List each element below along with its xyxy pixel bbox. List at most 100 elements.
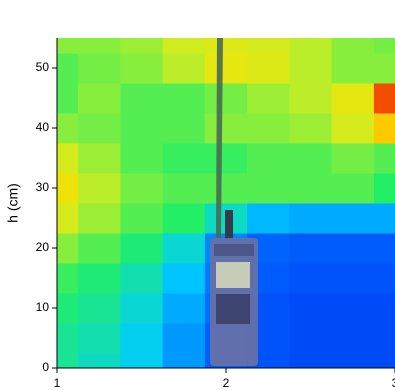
contour-cell (204, 38, 248, 54)
contour-cell (373, 353, 395, 368)
contour-cell (120, 263, 164, 294)
contour-cell (57, 233, 79, 264)
contour-cell (78, 53, 121, 84)
contour-cell (373, 293, 395, 324)
contour-cell (331, 233, 375, 264)
y-tick-label: 50 (36, 60, 50, 74)
contour-cell (289, 173, 333, 204)
contour-cell (120, 173, 164, 204)
contour-cell (204, 113, 248, 144)
contour-cell (57, 323, 79, 354)
contour-cell (120, 293, 164, 324)
y-tick-label: 30 (36, 180, 50, 194)
contour-cell (373, 83, 395, 114)
contour-cell (162, 293, 206, 324)
contour-cell (331, 143, 375, 174)
contour-cell (78, 233, 121, 264)
contour-cell (289, 353, 333, 368)
contour-cell (57, 38, 79, 54)
contour-cell (162, 143, 206, 174)
contour-cell (162, 323, 206, 354)
contour-cell (289, 263, 333, 294)
contour-cell (162, 233, 206, 264)
contour-cell (247, 203, 290, 234)
contour-cell (247, 38, 290, 54)
contour-cell (373, 203, 395, 234)
contour-cell (289, 53, 333, 84)
contour-cell (331, 263, 375, 294)
contour-cell (373, 263, 395, 294)
contour-cell (57, 203, 79, 234)
contour-cell (373, 323, 395, 354)
contour-cell (78, 38, 121, 54)
contour-cell (331, 83, 375, 114)
y-tick-label: 20 (36, 240, 50, 254)
contour-cell (78, 83, 121, 114)
contour-cell (204, 173, 248, 204)
y-tick-label: 40 (36, 120, 50, 134)
contour-cell (57, 53, 79, 84)
contour-cell (78, 263, 121, 294)
contour-cell (331, 293, 375, 324)
contour-cell (373, 233, 395, 264)
contour-cell (331, 113, 375, 144)
contour-cell (373, 173, 395, 204)
x-tick-label: 1 (54, 376, 61, 390)
contour-cell (78, 353, 121, 368)
contour-cell (289, 38, 333, 54)
y-tick-label: 10 (36, 300, 50, 314)
radio (210, 38, 258, 366)
contour-cell (331, 173, 375, 204)
contour-cell (247, 83, 290, 114)
contour-cell (289, 233, 333, 264)
contour-cell (247, 53, 290, 84)
contour-cell (289, 143, 333, 174)
contour-field (57, 38, 395, 368)
contour-cell (289, 203, 333, 234)
contour-cell (162, 263, 206, 294)
contour-cell (78, 293, 121, 324)
x-tick-label: 3 (392, 376, 395, 390)
contour-cell (78, 323, 121, 354)
contour-cell (162, 83, 206, 114)
contour-cell (331, 323, 375, 354)
contour-cell (162, 53, 206, 84)
contour-cell (162, 113, 206, 144)
contour-cell (247, 113, 290, 144)
contour-cell (57, 143, 79, 174)
y-axis-label: h (cm) (5, 183, 21, 223)
contour-cell (78, 173, 121, 204)
contour-cell (120, 323, 164, 354)
contour-cell (373, 38, 395, 54)
contour-cell (120, 353, 164, 368)
contour-cell (289, 83, 333, 114)
contour-cell (57, 113, 79, 144)
contour-cell (120, 203, 164, 234)
contour-cell (120, 143, 164, 174)
contour-cell (57, 293, 79, 324)
contour-cell (247, 143, 290, 174)
contour-cell (57, 353, 79, 368)
contour-cell (162, 203, 206, 234)
contour-cell (289, 113, 333, 144)
contour-cell (57, 83, 79, 114)
x-tick-label: 2 (223, 376, 230, 390)
contour-cell (162, 173, 206, 204)
contour-cell (78, 113, 121, 144)
contour-cell (120, 233, 164, 264)
y-tick-label: 0 (42, 360, 49, 374)
contour-cell (120, 53, 164, 84)
contour-cell (331, 203, 375, 234)
contour-cell (120, 38, 164, 54)
contour-cell (57, 173, 79, 204)
contour-cell (373, 113, 395, 144)
contour-cell (247, 173, 290, 204)
contour-cell (120, 113, 164, 144)
contour-cell (78, 143, 121, 174)
contour-cell (78, 203, 121, 234)
contour-cell (57, 263, 79, 294)
contour-cell (162, 353, 206, 368)
contour-cell (331, 353, 375, 368)
contour-cell (120, 83, 164, 114)
